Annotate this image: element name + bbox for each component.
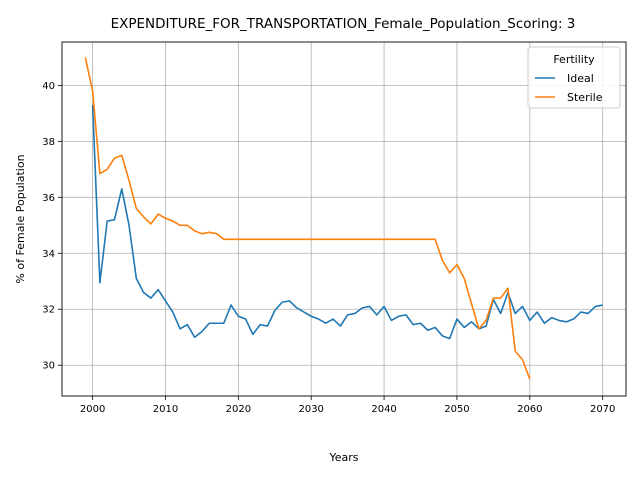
- y-tick-label: 32: [42, 305, 55, 316]
- x-tick-label: 2050: [444, 404, 469, 415]
- y-tick-label: 40: [42, 81, 55, 92]
- x-tick-label: 2070: [590, 404, 615, 415]
- series-line-sterile: [84, 57, 531, 380]
- x-tick-label: 2020: [226, 404, 251, 415]
- legend: Fertility Ideal Sterile: [527, 46, 621, 109]
- chart-title: EXPENDITURE_FOR_TRANSPORTATION_Female_Po…: [111, 16, 576, 32]
- y-axis: 30 32 34 36 38 40: [42, 81, 62, 372]
- legend-box: [527, 46, 621, 109]
- series-line-ideal: [91, 104, 603, 340]
- x-tick-label: 2010: [153, 404, 178, 415]
- legend-title: Fertility: [553, 53, 595, 66]
- y-tick-label: 34: [42, 249, 55, 260]
- x-tick-label: 2040: [371, 404, 396, 415]
- x-tick-label: 2060: [517, 404, 542, 415]
- series-layer: [84, 57, 603, 380]
- y-tick-label: 38: [42, 137, 55, 148]
- legend-label-ideal: Ideal: [567, 72, 594, 85]
- x-axis-label: Years: [328, 451, 358, 464]
- y-axis-label: % of Female Population: [14, 154, 27, 283]
- x-axis: 2000 2010 2020 2030 2040 2050 2060 2070: [80, 396, 615, 415]
- x-tick-label: 2000: [80, 404, 105, 415]
- y-tick-label: 30: [42, 361, 55, 372]
- x-tick-label: 2030: [298, 404, 323, 415]
- plot-frame: [61, 41, 627, 397]
- y-tick-label: 36: [42, 193, 55, 204]
- legend-label-sterile: Sterile: [567, 91, 603, 104]
